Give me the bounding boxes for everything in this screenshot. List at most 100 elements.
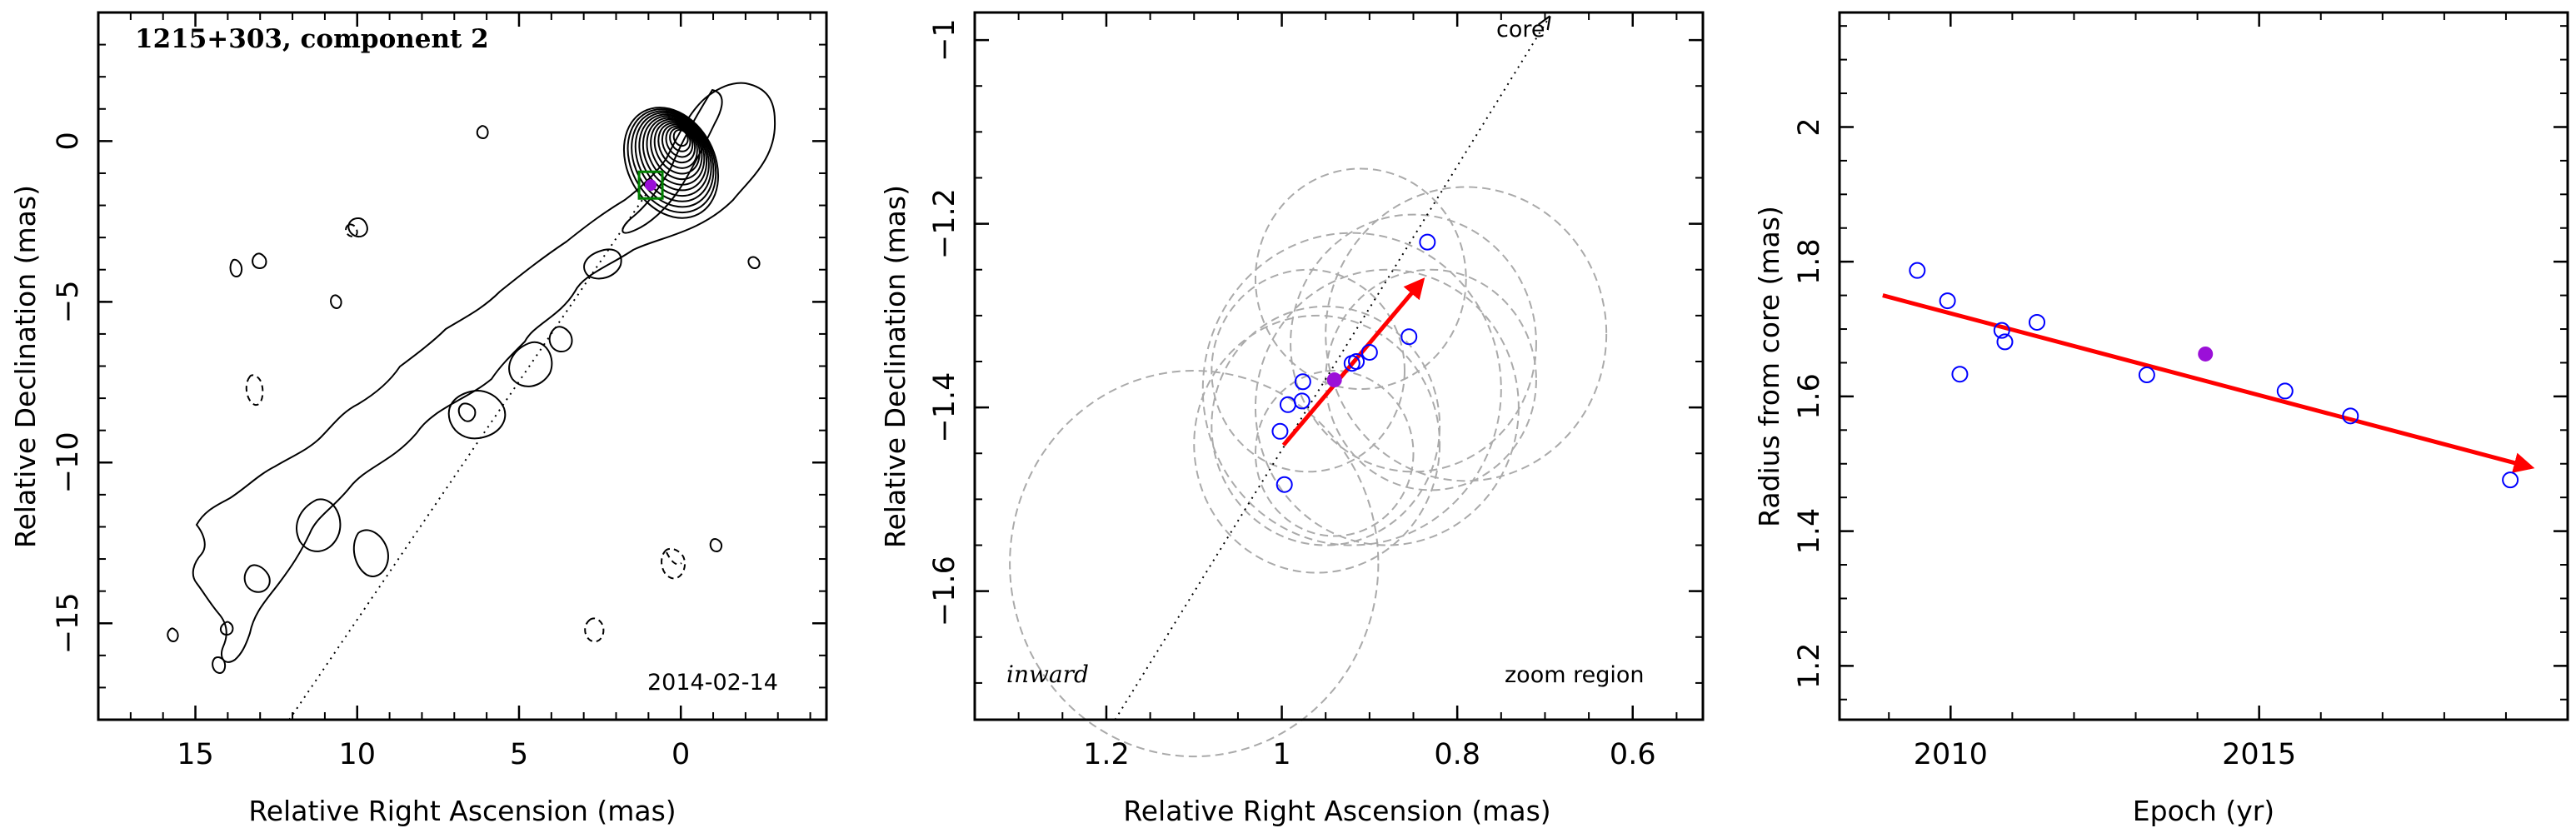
plot-frame xyxy=(1838,11,2569,721)
core-label: core xyxy=(1496,17,1545,42)
component-dot xyxy=(645,179,657,192)
data-point xyxy=(1419,233,1436,251)
data-point xyxy=(1343,355,1360,372)
x-tick-label: 1 xyxy=(1272,738,1290,771)
data-point xyxy=(1271,422,1289,440)
y-axis-label: Relative Declination (mas) xyxy=(879,185,911,548)
panel-title: 1215+303, component 2 xyxy=(135,24,489,54)
fit-arrow-line xyxy=(1882,293,2535,473)
data-point xyxy=(1400,328,1418,346)
y-tick-label: 1.8 xyxy=(1793,238,1826,285)
motion-arrow xyxy=(1281,277,1425,446)
error-circle xyxy=(1254,167,1467,391)
core-contour xyxy=(634,112,712,202)
error-circles xyxy=(1009,167,1608,758)
jet-axis xyxy=(288,185,653,721)
negative-contour xyxy=(345,223,358,238)
x-tick-label: 0.6 xyxy=(1610,738,1656,771)
error-circle xyxy=(1325,186,1608,482)
x-tick-label: 5 xyxy=(510,738,528,771)
contour-panel: 15 10 5 0 −15 −10 −5 0 1215+303, component 2 20… xyxy=(9,11,828,827)
jet-contour xyxy=(212,656,227,675)
data-point xyxy=(1909,262,1926,279)
radius-points xyxy=(1909,262,2519,489)
x-tick-label: 0 xyxy=(671,738,690,771)
plot-frame xyxy=(973,11,1705,721)
jet-contour xyxy=(476,125,489,140)
data-point xyxy=(2276,382,2294,400)
jet-contour xyxy=(167,627,179,643)
negative-contour xyxy=(245,374,264,407)
data-point xyxy=(2029,313,2046,331)
highlight-point xyxy=(1326,372,1342,388)
y-axis-label: Relative Declination (mas) xyxy=(9,185,42,548)
position-points xyxy=(1271,233,1436,493)
jet-contour xyxy=(330,294,342,310)
core-contour xyxy=(638,113,710,197)
motion-arrow-line xyxy=(1281,277,1425,446)
negative-contour xyxy=(661,547,686,580)
y-tick-label: 1.2 xyxy=(1793,642,1826,689)
jet-axis-line xyxy=(288,185,653,721)
error-circle xyxy=(1201,232,1502,546)
error-circle xyxy=(1325,268,1537,491)
jet-contour xyxy=(347,217,368,238)
core-contour xyxy=(642,115,708,192)
core-contour xyxy=(657,122,698,169)
data-point xyxy=(1951,366,1969,383)
x-tick-label: 2010 xyxy=(1914,738,1988,771)
negative-contour xyxy=(666,551,682,566)
data-point xyxy=(1279,396,1296,413)
error-circle xyxy=(1193,314,1441,574)
jet-contour xyxy=(229,258,243,278)
y-tick-label: 2 xyxy=(1793,117,1826,136)
jet-contour xyxy=(352,529,389,577)
zoom-panel: 1.2 1 0.8 0.6 −1.6 −1.4 −1.2 −1 core inward zoo… xyxy=(879,11,1705,827)
data-point xyxy=(2138,367,2155,384)
data-point xyxy=(1993,322,2010,339)
fit-arrow xyxy=(1882,293,2535,473)
y-tick-label: −1.2 xyxy=(928,188,961,259)
negative-contour xyxy=(584,617,605,643)
axis-ticks: 1.2 1 0.8 0.6 −1.6 −1.4 −1.2 −1 xyxy=(928,12,1703,771)
core-contour xyxy=(650,118,703,181)
y-axis-label: Radius from core (mas) xyxy=(1753,206,1785,527)
x-tick-label: 15 xyxy=(177,738,214,771)
x-axis-label: Relative Right Ascension (mas) xyxy=(1123,795,1550,827)
date-label: 2014-02-14 xyxy=(647,670,778,696)
jet-contour xyxy=(243,564,271,593)
inward-label: inward xyxy=(1006,661,1089,688)
data-point xyxy=(1360,343,1378,361)
x-axis-label: Relative Right Ascension (mas) xyxy=(248,795,676,827)
error-circle xyxy=(1009,370,1380,758)
x-tick-label: 0.8 xyxy=(1434,738,1480,771)
axis-ticks: 2010 2015 1.2 1.4 1.6 1.8 2 xyxy=(1793,12,2568,771)
y-tick-label: 1.4 xyxy=(1793,508,1826,555)
core-line xyxy=(1114,17,1549,721)
jet-contour xyxy=(747,256,761,270)
y-tick-label: 0 xyxy=(52,132,85,150)
y-tick-label: −1.4 xyxy=(928,372,961,443)
core-contour xyxy=(661,123,696,164)
x-tick-label: 10 xyxy=(338,738,376,771)
x-tick-label: 2015 xyxy=(2222,738,2296,771)
core-contour xyxy=(622,107,720,219)
core-direction-line xyxy=(1114,17,1549,721)
jet-contour xyxy=(447,390,507,440)
y-tick-label: −10 xyxy=(52,431,85,493)
y-tick-label: −5 xyxy=(52,281,85,324)
y-tick-label: −1.6 xyxy=(928,556,961,626)
highlight-point xyxy=(2198,346,2214,362)
y-tick-label: −15 xyxy=(52,592,85,654)
y-tick-label: −1 xyxy=(928,18,961,62)
jet-contour xyxy=(548,326,573,353)
component-marker xyxy=(637,170,664,200)
data-point xyxy=(2342,407,2359,425)
jet-contour xyxy=(457,402,477,422)
jet-contour xyxy=(192,82,776,663)
error-circle xyxy=(1254,370,1415,537)
error-circle xyxy=(1254,268,1520,546)
axis-ticks: 15 10 5 0 −15 −10 −5 0 xyxy=(52,12,826,771)
data-point xyxy=(1294,373,1311,391)
